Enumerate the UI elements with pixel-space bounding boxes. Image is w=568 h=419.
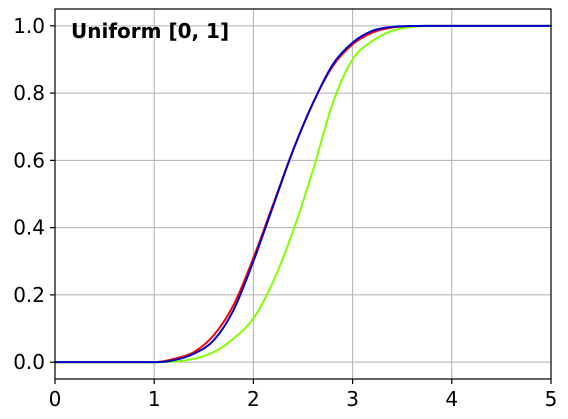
y-tick-label: 0.2 [13,283,45,307]
axes-frame [54,8,552,380]
y-tick-label: 0.0 [13,350,45,374]
y-tick-label: 0.6 [13,148,45,172]
x-tick-label: 5 [545,387,558,411]
x-tick-label: 3 [346,387,359,411]
tick-layer: 0 1 2 3 4 5 0.0 0.2 0.4 0.6 0.8 1.0 [13,14,557,411]
x-tick-label: 1 [148,387,161,411]
chart-title: Uniform [0, 1] [71,19,229,43]
series-layer [54,24,552,364]
y-tick-label: 0.4 [13,216,45,240]
x-tick-label: 4 [445,387,458,411]
x-tick-label: 0 [49,387,62,411]
y-tick-label: 1.0 [13,14,45,38]
series-line-3 [54,24,552,364]
y-tick-label: 0.8 [13,81,45,105]
x-tick-label: 2 [247,387,260,411]
